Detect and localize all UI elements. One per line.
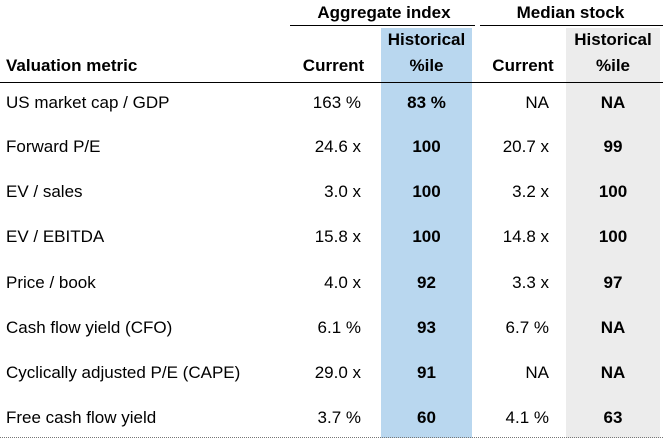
median-current-value: NA (525, 363, 549, 382)
aggregate-historical-header: Historical (387, 30, 466, 49)
table-row: EV / EBITDA 15.8 x 100 14.8 x 100 (0, 214, 663, 259)
table-row: US market cap / GDP 163 % 83 % NA NA (0, 80, 663, 125)
aggregate-percentile-value: 100 (412, 137, 441, 156)
table-row: Price / book 4.0 x 92 3.3 x 97 (0, 260, 663, 305)
aggregate-percentile-value: 93 (417, 318, 436, 337)
metric-label: EV / EBITDA (6, 227, 105, 246)
bottom-rule (0, 437, 663, 438)
median-percentile-value: NA (600, 93, 626, 112)
median-percentile-value: 100 (598, 227, 628, 246)
median-stock-group-header: Median stock (516, 3, 625, 22)
median-percentile-value: NA (600, 318, 626, 337)
valuation-metric-header: Valuation metric (6, 56, 138, 75)
table-row: Cash flow yield (CFO) 6.1 % 93 6.7 % NA (0, 305, 663, 350)
aggregate-index-group-header: Aggregate index (317, 3, 451, 22)
aggregate-current-value: 15.8 x (314, 227, 361, 246)
table-row: Free cash flow yield 3.7 % 60 4.1 % 63 (0, 395, 663, 440)
median-current-header: Current (492, 56, 554, 75)
median-percentile-value: 99 (603, 137, 623, 156)
aggregate-current-value: 6.1 % (317, 318, 361, 337)
median-percentile-highlight (566, 28, 660, 438)
aggregate-current-value: 3.7 % (317, 408, 361, 427)
median-current-value: 3.3 x (512, 273, 549, 292)
median-percentile-value: 63 (603, 408, 623, 427)
median-current-value: 20.7 x (502, 137, 549, 156)
median-group-rule (480, 25, 663, 26)
median-percentile-value: 100 (598, 182, 628, 201)
aggregate-current-value: 3.0 x (324, 182, 361, 201)
metric-label: Price / book (6, 273, 96, 292)
median-percentile-value: 97 (603, 273, 623, 292)
median-current-value: 4.1 % (505, 408, 549, 427)
aggregate-percentile-value: 100 (412, 227, 441, 246)
median-current-value: 6.7 % (505, 318, 549, 337)
header-rule (0, 82, 663, 83)
metric-label: Free cash flow yield (6, 408, 157, 427)
median-current-value: NA (525, 93, 549, 112)
table-row: EV / sales 3.0 x 100 3.2 x 100 (0, 169, 663, 214)
metric-label: Forward P/E (6, 137, 101, 156)
median-current-value: 3.2 x (512, 182, 549, 201)
aggregate-current-value: 163 % (312, 93, 361, 112)
aggregate-percentile-header: %ile (409, 56, 444, 75)
metric-label: EV / sales (6, 182, 83, 201)
table-row: Forward P/E 24.6 x 100 20.7 x 99 (0, 124, 663, 169)
median-historical-header: Historical (574, 30, 652, 49)
metric-label: Cash flow yield (CFO) (6, 318, 173, 337)
aggregate-percentile-highlight (381, 28, 472, 438)
aggregate-percentile-value: 91 (417, 363, 436, 382)
metric-label: US market cap / GDP (6, 93, 170, 112)
median-current-value: 14.8 x (502, 227, 549, 246)
median-percentile-header: %ile (595, 56, 631, 75)
table-row: Cyclically adjusted P/E (CAPE) 29.0 x 91… (0, 350, 663, 395)
aggregate-current-value: 29.0 x (314, 363, 361, 382)
aggregate-group-rule (290, 25, 475, 26)
aggregate-current-header: Current (302, 56, 365, 75)
median-percentile-value: NA (600, 363, 626, 382)
aggregate-current-value: 4.0 x (324, 273, 361, 292)
aggregate-percentile-value: 83 % (407, 93, 446, 112)
aggregate-current-value: 24.6 x (314, 137, 361, 156)
metric-label: Cyclically adjusted P/E (CAPE) (6, 363, 241, 382)
aggregate-percentile-value: 100 (412, 182, 441, 201)
aggregate-percentile-value: 92 (417, 273, 436, 292)
aggregate-percentile-value: 60 (417, 408, 436, 427)
